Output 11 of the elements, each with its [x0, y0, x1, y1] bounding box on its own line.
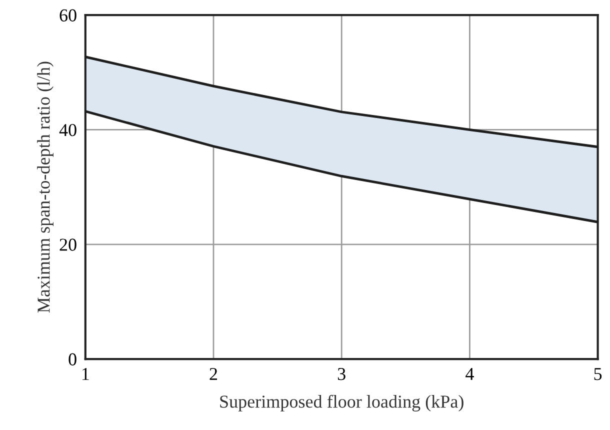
x-tick-label: 5 [594, 368, 602, 380]
y-tick-label: 20 [60, 238, 76, 251]
y-tick-label: 40 [59, 124, 76, 136]
x-tick-label: 2 [210, 368, 218, 380]
x-axis-title: Superimposed floor loading (kPa) [220, 394, 464, 412]
y-axis-title: Maximum span-to-depth ratio (l/h) [37, 62, 54, 313]
y-tick-label: 0 [68, 353, 76, 366]
y-tick-label: 60 [60, 9, 76, 22]
x-tick-label: 1 [82, 368, 89, 380]
x-tick-label: 4 [466, 368, 474, 380]
x-tick-label: 3 [338, 368, 346, 380]
